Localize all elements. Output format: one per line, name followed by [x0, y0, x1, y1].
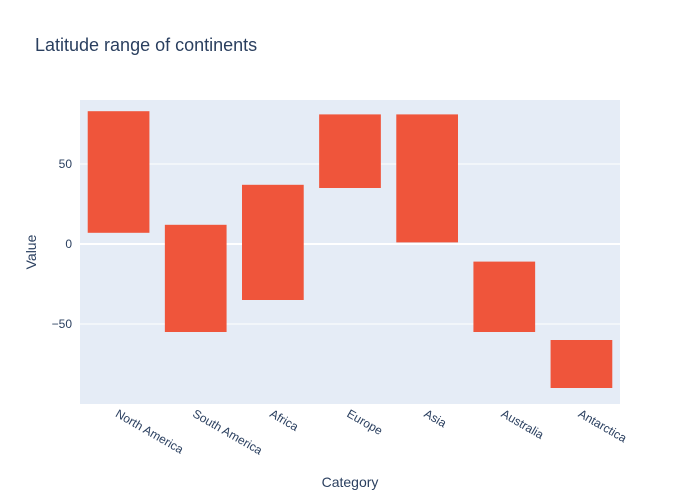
- bar[interactable]: [87, 111, 150, 233]
- y-tick-label: 0: [65, 237, 72, 251]
- x-tick-label: Asia: [422, 406, 449, 430]
- bars: [87, 111, 613, 388]
- x-tick-label: Australia: [499, 406, 547, 442]
- x-tick-label: Africa: [267, 406, 301, 434]
- y-tick-labels: −50 0 50: [52, 157, 73, 331]
- x-axis-title: Category: [322, 474, 379, 490]
- chart-title: Latitude range of continents: [35, 35, 257, 55]
- bar[interactable]: [164, 224, 227, 332]
- x-tick-labels: North America South America Africa Europe As…: [113, 406, 629, 457]
- bar[interactable]: [473, 261, 536, 332]
- bar[interactable]: [319, 114, 381, 188]
- x-tick-label: Antarctica: [576, 406, 629, 445]
- bar[interactable]: [550, 340, 613, 388]
- x-tick-label: Europe: [345, 406, 386, 438]
- bar[interactable]: [242, 184, 304, 300]
- bar[interactable]: [396, 114, 458, 243]
- x-tick-label: South America: [190, 406, 265, 457]
- y-axis-title: Value: [23, 234, 39, 269]
- y-tick-label: −50: [52, 317, 73, 331]
- x-tick-label: North America: [113, 406, 186, 456]
- y-tick-label: 50: [59, 157, 73, 171]
